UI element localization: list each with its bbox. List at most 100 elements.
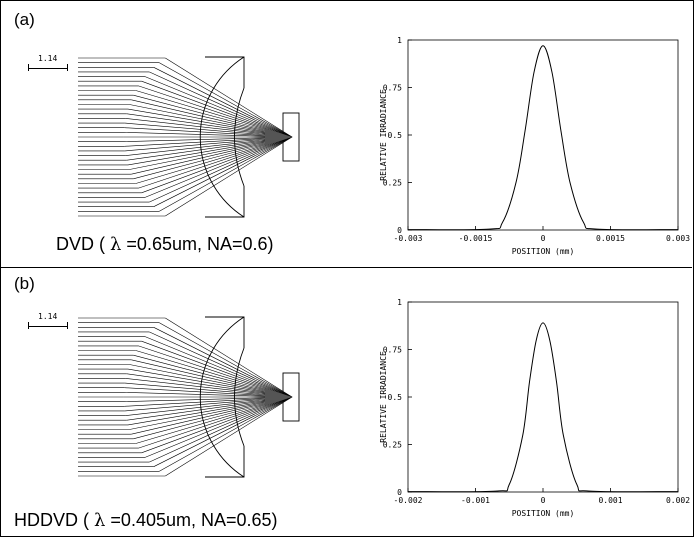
panel-a-focal-spot — [265, 128, 292, 146]
panel-b-x-axis-label: POSITION (mm) — [512, 509, 575, 518]
panel-a-y-tick-label: 0.75 — [383, 84, 402, 93]
panel-a-refracted-ray — [127, 136, 293, 166]
panel-a-lens-ray-diagram — [78, 56, 300, 218]
panel-a-refracted-ray — [125, 136, 293, 156]
panel-b-x-tick-label: -0.002 — [394, 496, 423, 505]
panel-a-x-tick-label: 0.0015 — [596, 234, 625, 243]
panel-b-refracted-ray — [158, 322, 293, 398]
panel-b-refracted-ray — [124, 382, 293, 398]
panel-a-refracted-ray — [126, 136, 293, 161]
panel-b-label: (b) — [14, 274, 35, 293]
panel-a-refracted-ray — [153, 67, 293, 138]
panel-a-refracted-ray — [149, 71, 293, 138]
panel-b-refracted-ray — [153, 396, 293, 467]
panel-a-y-tick-label: 0 — [397, 226, 402, 235]
panel-b-focal-spot — [265, 388, 292, 406]
panel-b-refracted-ray — [124, 396, 293, 412]
panel-b-refracted-ray — [141, 340, 293, 398]
panel-b-psf-chart: -0.002 -0.001 0 0.001 0.002 0 0.25 0.5 0.75 1 POSI… — [379, 298, 690, 518]
panel-b-refracted-ray — [126, 396, 293, 421]
panel-b-x-tick-label: 0 — [541, 496, 546, 505]
panel-a-refracted-ray — [153, 136, 293, 207]
panel-b-refracted-ray — [129, 364, 293, 398]
panel-a-refracted-ray — [158, 136, 293, 212]
panel-a-x-axis-label: POSITION (mm) — [512, 247, 575, 256]
panel-a-refracted-ray — [124, 136, 293, 152]
panel-b-refracted-ray — [149, 331, 293, 398]
panel-a-lambda-symbol: λ — [110, 234, 122, 255]
panel-b-refracted-ray — [127, 396, 293, 426]
panel-a-y-tick-label: 1 — [397, 36, 402, 45]
panel-a-plot-frame — [407, 39, 679, 231]
panel-a-x-tick-label: -0.0015 — [459, 234, 493, 243]
panel-b-refracted-ray — [125, 396, 293, 416]
panel-a-lens-bottom-flange — [205, 186, 245, 218]
panel-b-refracted-ray — [141, 396, 293, 454]
panel-a-refracted-ray — [123, 136, 293, 142]
panel-b-caption-prefix: HDDVD ( — [14, 510, 94, 530]
panel-b-x-tick-label: -0.001 — [461, 496, 490, 505]
panel-a-label: (a) — [14, 10, 35, 29]
panel-b-refracted-ray — [123, 392, 293, 398]
panel-b-refracted-ray — [127, 368, 293, 398]
panel-b-refracted-ray — [144, 396, 293, 458]
panel-b-caption: HDDVD ( λ =0.405um, NA=0.65) — [14, 510, 278, 531]
panel-a-x-tick-label: 0 — [541, 234, 546, 243]
panel-b-rays — [78, 317, 293, 477]
panel-a-refracted-ray — [127, 108, 293, 138]
panel-a-refracted-ray — [129, 104, 293, 138]
panel-a-refracted-ray — [126, 113, 293, 138]
panel-a-refracted-ray — [144, 136, 293, 198]
panel-a-caption-suffix: =0.65um, NA=0.6) — [121, 234, 274, 254]
panel-b-refracted-ray — [165, 396, 293, 477]
panel-a-scale-label: 1.14 — [38, 54, 58, 63]
panel-b-lens-front-surface — [199, 316, 245, 478]
panel-a-refracted-ray — [129, 136, 293, 170]
panel-a-lens-front-surface — [199, 56, 245, 218]
panel-b-y-tick-label: 1 — [397, 298, 402, 307]
panel-b-scale-bar: 1.14 — [28, 312, 68, 329]
panel-a-caption: DVD ( λ =0.65um, NA=0.6) — [56, 234, 274, 255]
panel-b-x-tick-label: 0.002 — [666, 496, 690, 505]
panel-a-rays — [78, 57, 293, 217]
panel-b-lens-bottom-flange — [205, 446, 245, 478]
panel-a-refracted-ray — [141, 80, 293, 138]
panel-b-y-tick-label: 0.75 — [383, 346, 402, 355]
panel-b-refracted-ray — [144, 336, 293, 398]
panel-b-x-tick-label: 0.001 — [598, 496, 622, 505]
panel-a-refracted-ray — [141, 136, 293, 194]
panel-a-refracted-ray — [165, 136, 293, 217]
panel-a-lens — [199, 56, 300, 218]
panel-a-refracted-ray — [124, 127, 293, 138]
panel-b-lens-top-flange — [205, 316, 245, 348]
panel-a-scale-bar: 1.14 — [28, 54, 68, 71]
panel-b-refracted-ray — [158, 396, 293, 472]
panel-b-refracted-ray — [126, 373, 293, 398]
panel-b-refracted-ray — [165, 317, 293, 398]
panel-a-psf-chart: -0.003 -0.0015 0 0.0015 0.003 0 0.25 0.5 0.75 1 PO… — [379, 36, 690, 256]
panel-a-lens-top-flange — [205, 56, 245, 88]
panel-a-caption-prefix: DVD ( — [56, 234, 110, 254]
panel-a-y-tick-label: 0.25 — [383, 179, 402, 188]
panel-b-y-axis-label: RELATIVE IRRADIANCE — [379, 351, 388, 443]
panel-a-y-tick-label: 0.5 — [388, 131, 403, 140]
panel-a-refracted-ray — [125, 118, 293, 138]
panel-a-lens-back-surface — [234, 87, 245, 187]
panel-b-irradiance-curve — [407, 322, 679, 493]
panel-a-refracted-ray — [123, 132, 293, 138]
panel-b-caption-suffix: =0.405um, NA=0.65) — [105, 510, 278, 530]
panel-a-refracted-ray — [144, 76, 293, 138]
panel-b-y-tick-label: 0.25 — [383, 441, 402, 450]
panel-a-irradiance-curve — [407, 45, 679, 231]
panel-a-x-tick-label: -0.003 — [394, 234, 423, 243]
panel-b-refracted-ray — [153, 327, 293, 398]
panel-a-refracted-ray — [158, 62, 293, 138]
panel-a-refracted-ray — [165, 57, 293, 138]
panel-divider — [0, 267, 692, 268]
panel-a-refracted-ray — [149, 136, 293, 203]
panel-b-refracted-ray — [124, 387, 293, 398]
panel-b-lens-back-surface — [234, 347, 245, 447]
panel-b-refracted-ray — [125, 378, 293, 398]
panel-a-x-tick-label: 0.003 — [666, 234, 690, 243]
panel-b-y-tick-label: 0 — [397, 488, 402, 497]
